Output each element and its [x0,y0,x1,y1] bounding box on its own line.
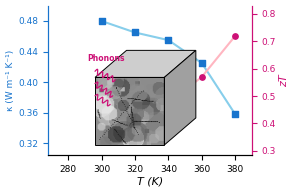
Text: Phonons: Phonons [88,54,125,64]
X-axis label: T (K): T (K) [137,177,163,187]
Point [133,133,137,136]
Y-axis label: zT: zT [279,74,289,87]
Point [200,62,204,65]
Point [99,137,104,140]
Polygon shape [164,50,196,145]
Polygon shape [95,50,196,77]
Point [233,113,238,116]
Y-axis label: κ (W m⁻¹ K⁻¹): κ (W m⁻¹ K⁻¹) [6,50,15,111]
Point [133,31,137,34]
Point [200,75,204,78]
Point [233,34,238,37]
Point [166,101,171,105]
Point [166,39,171,42]
Point [99,19,104,22]
